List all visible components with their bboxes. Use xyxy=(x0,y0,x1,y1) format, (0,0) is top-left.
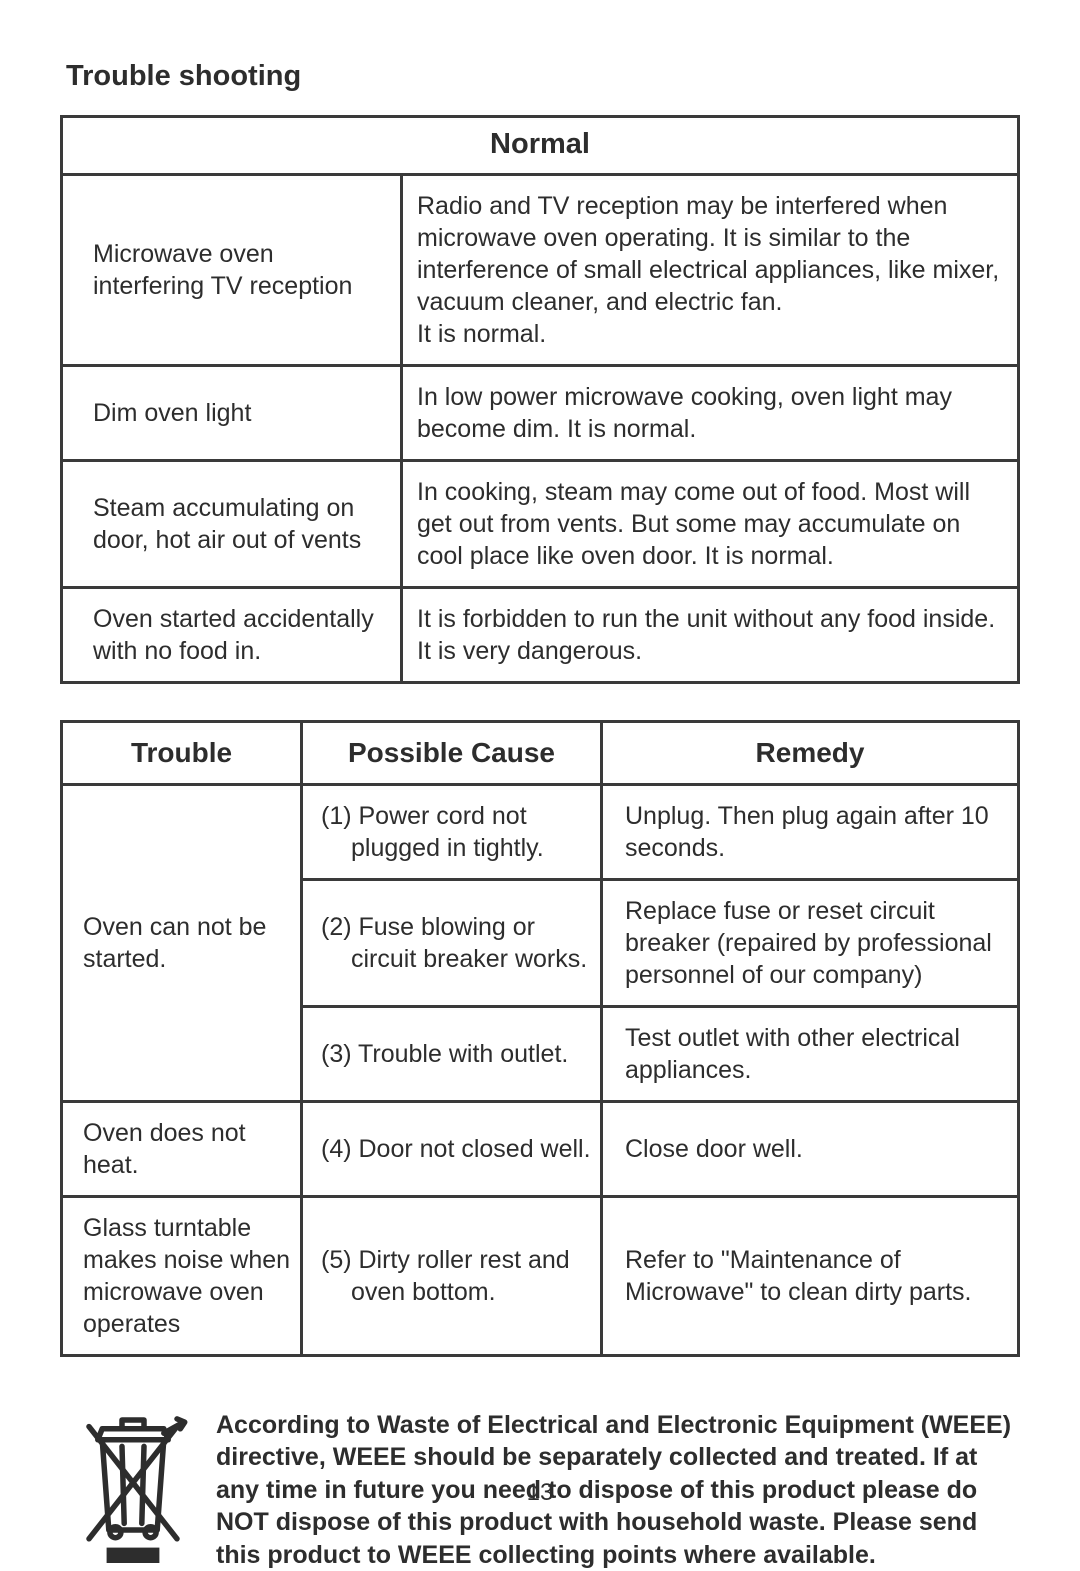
remedy-cell: Unplug. Then plug again after 10 seconds… xyxy=(602,784,1019,879)
trouble-cell: Oven can not be started. xyxy=(62,784,302,1101)
normal-issue: Dim oven light xyxy=(62,366,402,461)
normal-issue: Microwave oven interfering TV reception xyxy=(62,175,402,366)
page-title: Trouble shooting xyxy=(66,60,1020,93)
normal-table: Normal Microwave oven interfering TV rec… xyxy=(60,115,1020,684)
trouble-header: Trouble xyxy=(62,722,302,785)
normal-explanation: In cooking, steam may come out of food. … xyxy=(402,461,1019,588)
cause-cell: (3) Trouble with outlet. xyxy=(302,1006,602,1101)
normal-issue: Oven started accidentally with no food i… xyxy=(62,588,402,683)
remedy-cell: Replace fuse or reset circuit breaker (r… xyxy=(602,879,1019,1006)
normal-header: Normal xyxy=(62,117,1019,175)
remedy-cell: Close door well. xyxy=(602,1101,1019,1196)
trouble-cell: Glass turntable makes noise when microwa… xyxy=(62,1196,302,1355)
cause-cell: (4) Door not closed well. xyxy=(302,1101,602,1196)
cause-header: Possible Cause xyxy=(302,722,602,785)
table-row: Oven started accidentally with no food i… xyxy=(62,588,1019,683)
normal-explanation: Radio and TV reception may be interfered… xyxy=(402,175,1019,366)
page-number: 13 xyxy=(0,1479,1080,1507)
normal-explanation: It is forbidden to run the unit without … xyxy=(402,588,1019,683)
table-row: Dim oven light In low power microwave co… xyxy=(62,366,1019,461)
remedy-cell: Refer to "Maintenance of Microwave" to c… xyxy=(602,1196,1019,1355)
cause-cell: (5) Dirty roller rest and oven bottom. xyxy=(302,1196,602,1355)
table-row: Microwave oven interfering TV reception … xyxy=(62,175,1019,366)
table-row: Glass turntable makes noise when microwa… xyxy=(62,1196,1019,1355)
normal-explanation: In low power microwave cooking, oven lig… xyxy=(402,366,1019,461)
cause-cell: (1) Power cord not plugged in tightly. xyxy=(302,784,602,879)
table-row: Oven can not be started. (1) Power cord … xyxy=(62,784,1019,879)
table-row: Steam accumulating on door, hot air out … xyxy=(62,461,1019,588)
remedy-cell: Test outlet with other electrical applia… xyxy=(602,1006,1019,1101)
cause-cell: (2) Fuse blowing or circuit breaker work… xyxy=(302,879,602,1006)
table-row: Oven does not heat. (4) Door not closed … xyxy=(62,1101,1019,1196)
trouble-table: Trouble Possible Cause Remedy Oven can n… xyxy=(60,720,1020,1357)
trouble-cell: Oven does not heat. xyxy=(62,1101,302,1196)
remedy-header: Remedy xyxy=(602,722,1019,785)
normal-issue: Steam accumulating on door, hot air out … xyxy=(62,461,402,588)
